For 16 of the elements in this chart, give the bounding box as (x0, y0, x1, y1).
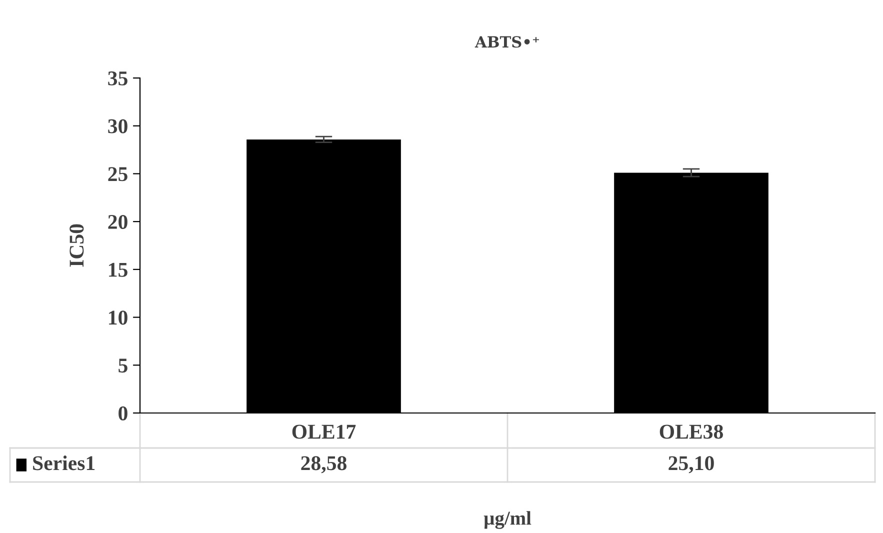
y-tick-label: 10 (109, 310, 128, 325)
data-label: 25,10 (668, 456, 714, 474)
y-tick-label: 5 (118, 358, 128, 373)
y-tick-label: 0 (118, 406, 128, 420)
y-tick-label: 30 (108, 119, 128, 134)
data-label: 28,58 (301, 456, 346, 474)
x-axis-title: µg/ml (484, 511, 532, 529)
y-tick-label: 25 (108, 167, 128, 182)
y-tick-label: 35 (108, 71, 128, 86)
y-tick-label: 15 (109, 262, 128, 277)
legend-label: Series1 (33, 456, 95, 470)
chart-title: ABTS•⁺ (474, 36, 539, 48)
x-tick-label: OLE17 (292, 424, 356, 439)
y-tick-label: 20 (108, 214, 128, 230)
y-axis-title: IC50 (70, 224, 84, 267)
x-tick-label: OLE38 (660, 424, 723, 439)
